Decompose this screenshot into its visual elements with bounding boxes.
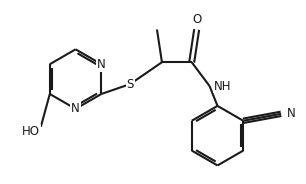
Text: N: N <box>71 102 80 115</box>
Text: NH: NH <box>214 79 231 93</box>
Text: N: N <box>287 107 296 120</box>
Text: O: O <box>192 13 201 26</box>
Text: HO: HO <box>22 125 40 138</box>
Text: N: N <box>97 58 106 71</box>
Text: S: S <box>126 78 134 91</box>
